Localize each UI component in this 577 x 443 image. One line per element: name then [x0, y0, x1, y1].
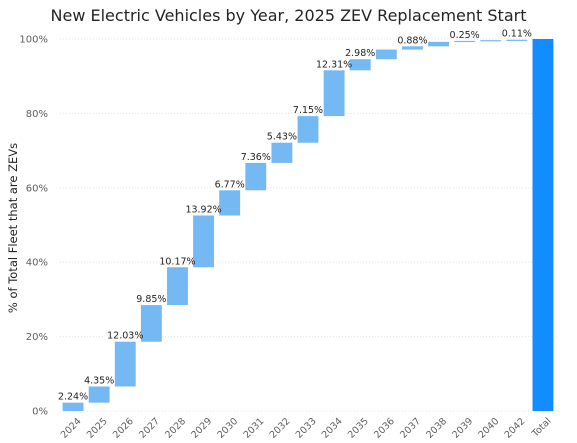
x-tick-label: 2028: [163, 416, 188, 441]
bar-2026: [114, 341, 136, 387]
data-label: 13.92%: [185, 204, 221, 215]
data-label: 2.24%: [58, 392, 88, 403]
bar-2024: [62, 402, 84, 411]
x-tick-label: 2036: [372, 416, 397, 441]
x-tick-label: 2025: [85, 416, 110, 441]
data-labels: 2.24% 4.35% 12.03% 9.85% 10.17% 13.92% 6.77% 7.…: [58, 29, 532, 403]
data-label: 0.88%: [397, 35, 427, 46]
data-label: 9.85%: [136, 294, 166, 305]
bar-2038: [428, 41, 449, 47]
x-tick-label: 2034: [320, 416, 345, 441]
chart-title: New Electric Vehicles by Year, 2025 ZEV …: [50, 6, 527, 25]
bar-2036: [375, 49, 397, 60]
bar-total: [532, 39, 554, 411]
x-tick-label: 2031: [242, 416, 267, 441]
bar-2032: [271, 142, 293, 163]
bar-2035: [349, 59, 371, 71]
bar-2025: [88, 386, 110, 403]
y-axis-ticks: 0% 20% 40% 60% 80% 100%: [19, 35, 48, 418]
x-tick-label: 2033: [294, 416, 319, 441]
y-tick-label: 0%: [32, 407, 48, 418]
bar-2039: [454, 40, 476, 43]
bar-2030: [219, 190, 241, 216]
x-tick-label: 2030: [215, 416, 240, 441]
x-tick-label: 2042: [503, 416, 528, 441]
data-label: 5.43%: [267, 132, 297, 143]
y-tick-label: 80%: [26, 109, 48, 120]
bar-2033: [297, 116, 319, 143]
y-tick-label: 20%: [26, 332, 48, 343]
y-tick-label: 40%: [26, 258, 48, 269]
x-tick-label: 2039: [450, 416, 475, 441]
y-tick-label: 100%: [19, 35, 48, 46]
data-label: 2.98%: [345, 48, 375, 59]
bar-2029: [193, 215, 215, 268]
data-label: 4.35%: [84, 375, 114, 386]
bar-2037: [401, 46, 423, 50]
data-label: 0.11%: [502, 29, 532, 40]
bar-2040: [480, 40, 502, 42]
data-label: 7.36%: [241, 152, 271, 163]
x-tick-label: 2027: [137, 416, 162, 441]
x-tick-label: Total: [529, 416, 553, 440]
x-tick-label: 2029: [189, 416, 214, 441]
x-tick-label: 2038: [424, 416, 449, 441]
bar-2028: [167, 267, 188, 306]
bar-2027: [140, 305, 162, 342]
bar-2042: [506, 39, 528, 41]
x-tick-label: 2024: [59, 416, 84, 441]
x-tick-label: 2037: [398, 416, 423, 441]
x-axis-ticks: 2024 2025 2026 2027 2028 2029 2030 2031 2032 2033…: [59, 416, 554, 441]
x-tick-label: 2026: [111, 416, 136, 441]
data-label: 12.03%: [107, 331, 143, 342]
x-tick-label: 2032: [268, 416, 293, 441]
x-tick-label: 2035: [346, 416, 371, 441]
data-label: 12.31%: [316, 59, 352, 70]
data-label: 6.77%: [215, 179, 245, 190]
data-label: 10.17%: [159, 256, 195, 267]
data-label: 0.25%: [450, 30, 480, 41]
y-tick-label: 60%: [26, 183, 48, 194]
x-tick-label: 2040: [477, 416, 502, 441]
bars: [62, 39, 554, 411]
data-label: 7.15%: [293, 105, 323, 116]
bar-2031: [245, 162, 267, 191]
bar-2034: [323, 70, 345, 117]
